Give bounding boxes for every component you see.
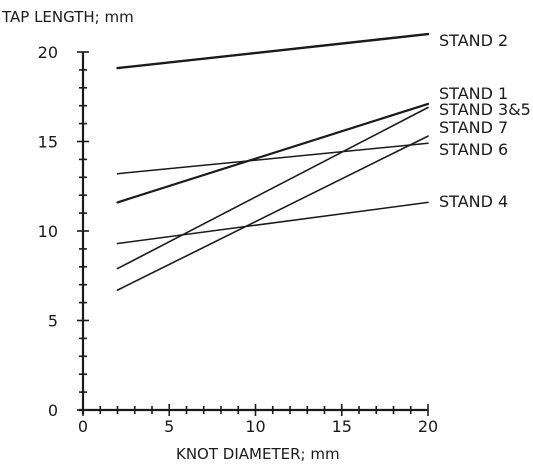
x-axis-title: KNOT DIAMETER; mm bbox=[176, 445, 340, 463]
y-tick-label: 5 bbox=[48, 312, 58, 331]
x-tick-label: 5 bbox=[164, 417, 174, 436]
series-line bbox=[116, 32, 430, 70]
x-tick-label: 0 bbox=[78, 417, 88, 436]
y-axis-title: TAP LENGTH; mm bbox=[1, 8, 134, 26]
series-line bbox=[116, 142, 429, 175]
y-tick-label: 10 bbox=[38, 222, 58, 241]
y-tick-label: 0 bbox=[48, 401, 58, 420]
axes bbox=[79, 52, 428, 414]
series-label: STAND 4 bbox=[439, 192, 508, 211]
series-line bbox=[116, 135, 429, 291]
series-label: STAND 2 bbox=[439, 31, 508, 50]
x-tick-label: 10 bbox=[245, 417, 265, 436]
series-label: STAND 3&5 bbox=[439, 100, 531, 119]
series-label: STAND 7 bbox=[439, 118, 508, 137]
series-line bbox=[116, 201, 429, 245]
series-line bbox=[116, 102, 430, 204]
series-label: STAND 1 bbox=[439, 84, 508, 103]
y-tick-label: 15 bbox=[38, 133, 58, 152]
series-lines bbox=[116, 32, 430, 291]
x-tick-label: 20 bbox=[418, 417, 438, 436]
x-tick-label: 15 bbox=[332, 417, 352, 436]
y-tick-label: 20 bbox=[38, 43, 58, 62]
series-line bbox=[116, 106, 429, 270]
series-label: STAND 6 bbox=[439, 140, 508, 159]
axis-ticks: 0 5 10 15 20 0 5 10 15 20 bbox=[38, 43, 439, 436]
